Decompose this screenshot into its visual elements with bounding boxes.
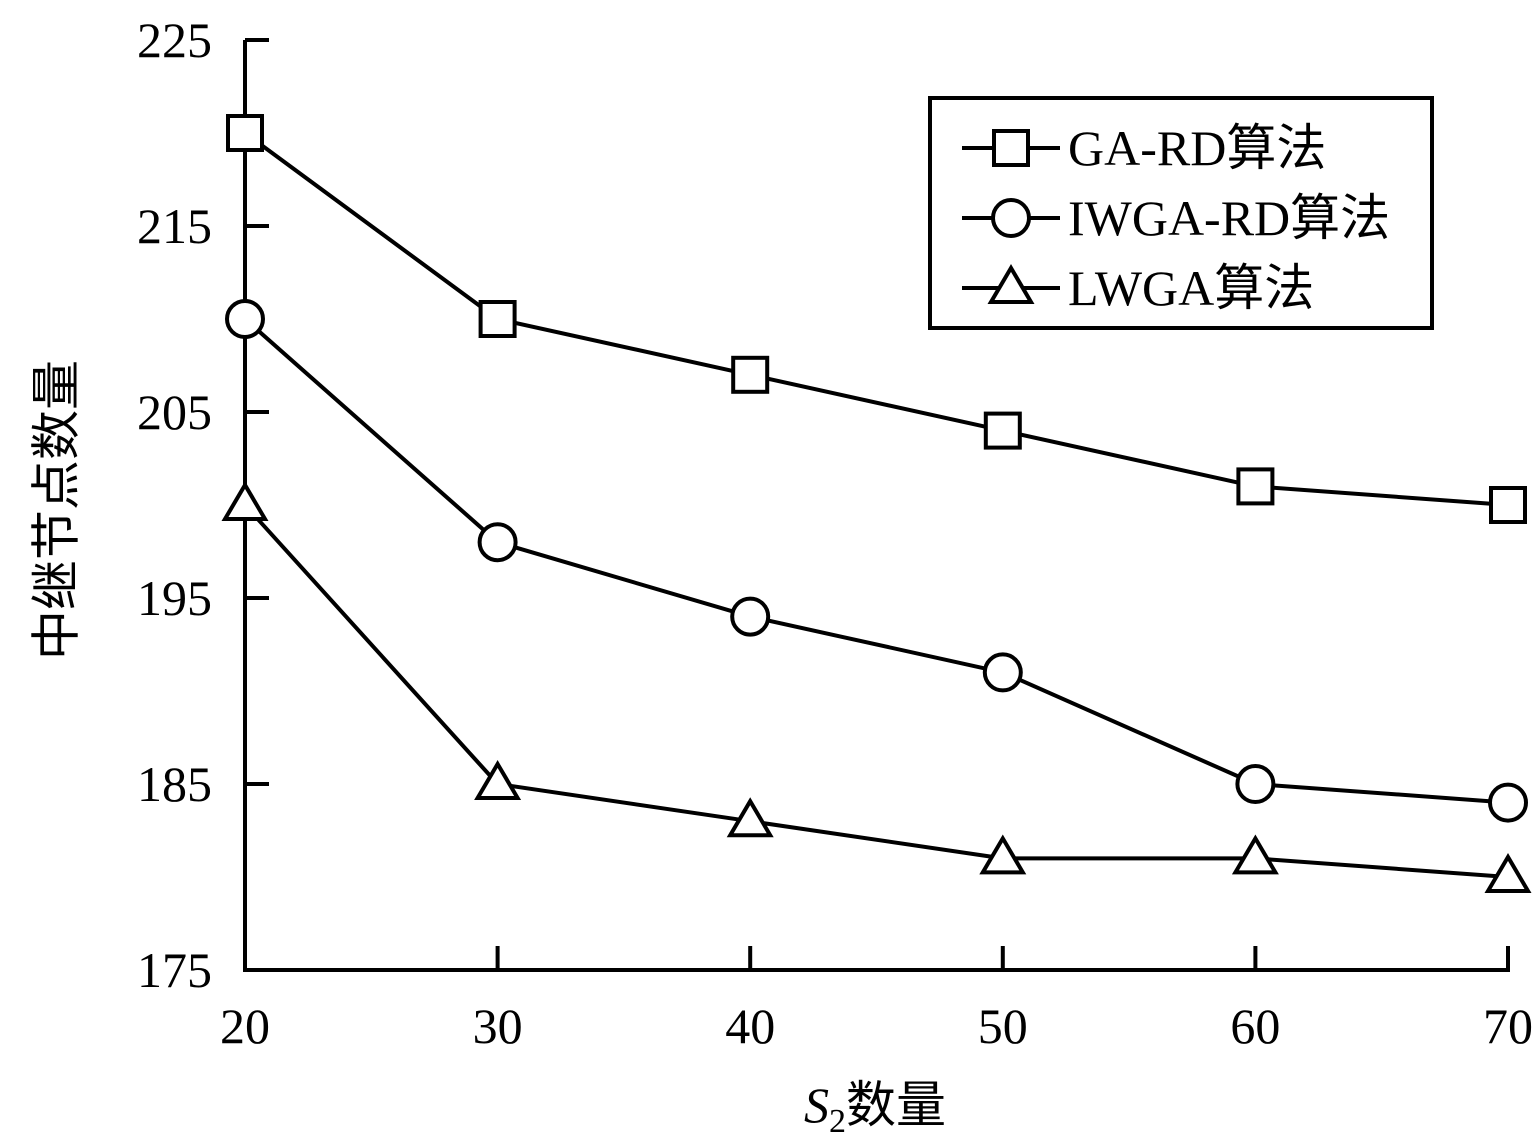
legend-label-triangle: LWGA算法 (1068, 260, 1314, 316)
x-axis-title: S2数量 (804, 1077, 946, 1140)
data-point-triangle-20 (221, 481, 269, 521)
data-point-square-70 (1489, 486, 1527, 524)
data-point-circle-20 (225, 299, 265, 339)
x-tick-label-60: 60 (1230, 998, 1280, 1054)
y-tick-label-205: 205 (137, 384, 212, 440)
data-point-circle-40 (730, 596, 771, 637)
x-tick-label-40: 40 (725, 998, 775, 1054)
data-point-circle-30 (477, 522, 518, 563)
data-point-triangle-50 (979, 834, 1027, 875)
series-circle (225, 299, 1528, 823)
x-axis-title-text: 数量 (846, 1077, 946, 1133)
series-layer (221, 114, 1532, 893)
legend-marker-triangle (987, 264, 1035, 304)
y-tick-label-175: 175 (137, 942, 212, 998)
data-point-square-20 (226, 114, 264, 152)
data-point-square-40 (731, 355, 770, 394)
x-tick-label-70: 70 (1483, 998, 1533, 1054)
x-tick-label-30: 30 (473, 998, 523, 1054)
legend-label-square: GA-RD算法 (1068, 120, 1326, 176)
legend-marker-circle (991, 198, 1031, 238)
data-point-square-60 (1236, 467, 1275, 506)
y-tick-label-225: 225 (137, 12, 212, 68)
y-tick-label-185: 185 (137, 756, 212, 812)
data-point-triangle-40 (726, 797, 774, 838)
data-point-triangle-60 (1231, 834, 1279, 875)
x-axis-title-subscript: 2 (829, 1103, 846, 1140)
legend-item-square: GA-RD算法 (962, 120, 1326, 176)
legend-marker-square (992, 129, 1030, 167)
x-tick-label-50: 50 (978, 998, 1028, 1054)
data-point-triangle-30 (474, 760, 522, 800)
data-point-circle-70 (1488, 782, 1528, 823)
legend-item-circle: IWGA-RD算法 (962, 190, 1390, 246)
y-tick-label-215: 215 (137, 198, 212, 254)
y-tick-label-195: 195 (137, 570, 212, 626)
data-point-triangle-70 (1484, 853, 1532, 893)
data-point-circle-60 (1235, 764, 1276, 804)
series-line-circle (243, 317, 1509, 805)
x-tick-label-20: 20 (220, 998, 270, 1054)
x-axis-ticks: 20 30 40 50 60 70 (220, 946, 1533, 1054)
legend-label-circle: IWGA-RD算法 (1068, 190, 1390, 246)
legend-item-triangle: LWGA算法 (962, 260, 1314, 316)
data-point-circle-50 (982, 652, 1023, 693)
y-axis-ticks: 175 185 195 205 215 225 (137, 12, 269, 998)
data-point-square-30 (478, 300, 517, 338)
y-axis-title: 中继节点数量 (28, 360, 84, 660)
data-point-square-50 (983, 411, 1022, 450)
series-square (226, 114, 1527, 524)
legend: GA-RD算法 IWGA-RD算法 LWGA算法 (928, 96, 1434, 330)
series-triangle (221, 481, 1532, 893)
series-line-square (243, 131, 1509, 507)
x-axis-title-symbol: S (804, 1077, 829, 1133)
series-line-triangle (243, 503, 1509, 879)
